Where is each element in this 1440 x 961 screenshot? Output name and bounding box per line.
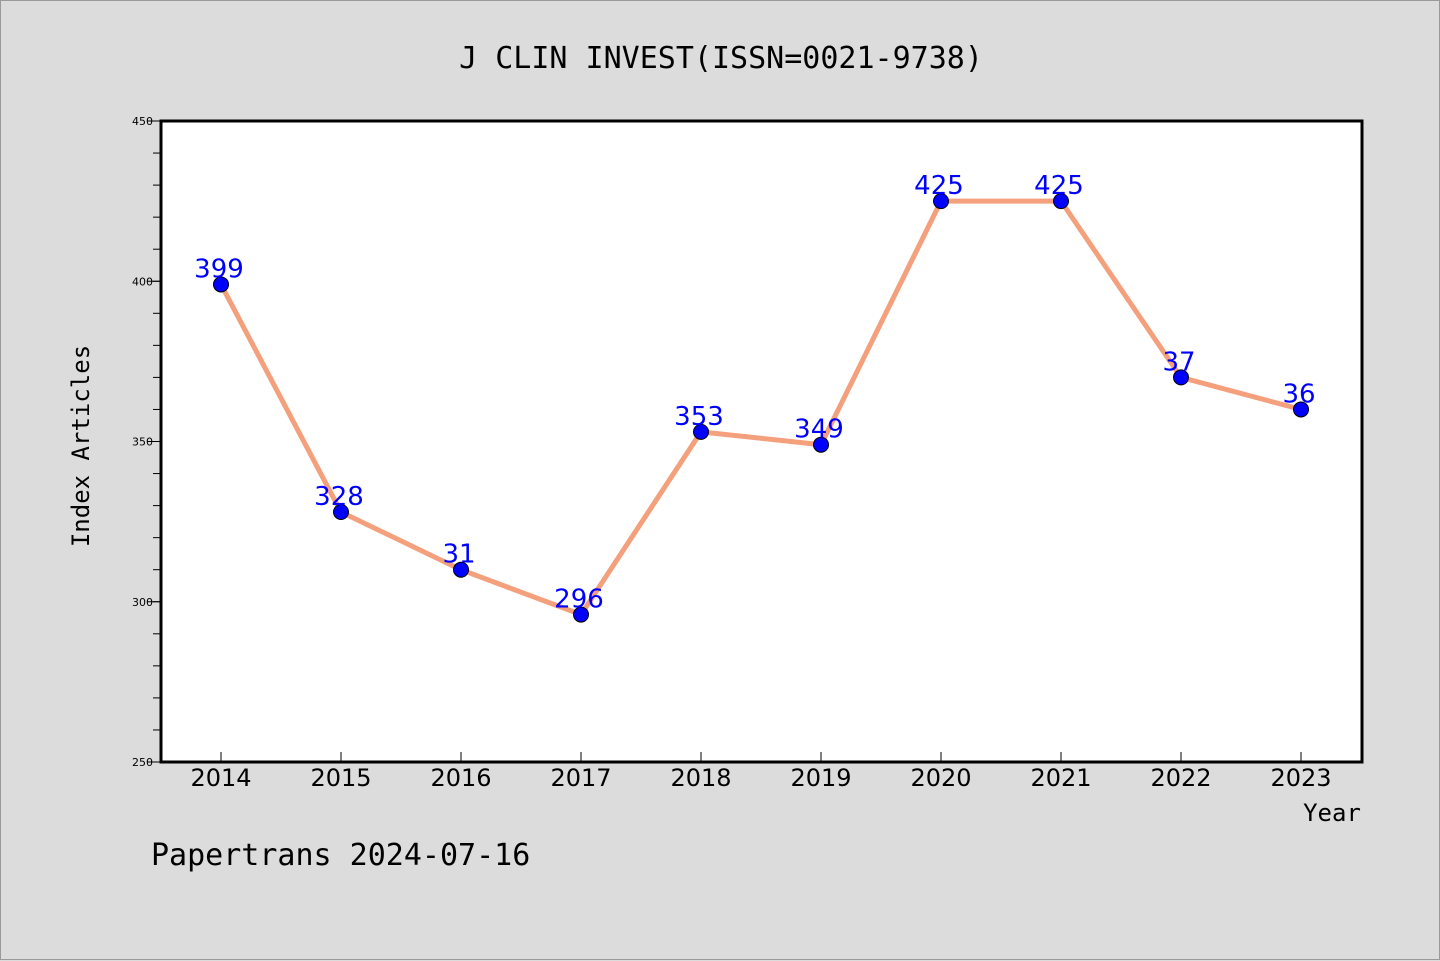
x-tick-label: 2023: [1270, 764, 1331, 792]
y-tick-label: 400: [132, 275, 153, 288]
x-tick-label: 2015: [310, 764, 371, 792]
data-markers: [213, 193, 1309, 623]
data-point: [1053, 193, 1069, 210]
x-axis-label: Year: [1303, 799, 1361, 827]
data-label: 328: [314, 482, 364, 512]
data-point: [213, 276, 229, 293]
footer-text: Papertrans 2024-07-16: [151, 838, 530, 873]
data-label: 37: [1162, 347, 1195, 377]
chart-title: J CLIN INVEST(ISSN=0021-9738): [459, 41, 983, 76]
data-point: [453, 561, 469, 578]
data-point: [573, 606, 589, 623]
data-point: [333, 504, 349, 521]
data-point: [813, 436, 829, 453]
data-label: 349: [794, 415, 844, 445]
data-label: 296: [554, 585, 604, 615]
data-point: [693, 423, 709, 440]
data-label: 425: [1034, 171, 1084, 201]
y-axis: 250 300 350 400 450: [132, 115, 161, 769]
y-tick-label: 300: [132, 596, 153, 609]
x-tick-label: 2017: [550, 764, 611, 792]
data-label: 425: [914, 171, 964, 201]
x-tick-label: 2016: [430, 764, 491, 792]
x-tick-label: 2014: [190, 764, 251, 792]
series-line: [218, 198, 1302, 618]
x-tick-label: 2018: [670, 764, 731, 792]
x-tick-label: 2021: [1030, 764, 1091, 792]
data-label: 36: [1282, 379, 1315, 409]
data-label: 31: [442, 540, 475, 570]
data-label: 353: [674, 402, 724, 432]
data-point: [1293, 401, 1309, 418]
x-tick-label: 2020: [910, 764, 971, 792]
x-tick-label: 2022: [1150, 764, 1211, 792]
y-axis-label: Index Articles: [67, 345, 95, 547]
y-tick-label: 250: [132, 756, 153, 769]
plot-area: [159, 119, 1364, 764]
data-labels: 399 328 31 296 353 349 425 425 37 36: [194, 171, 1315, 614]
y-tick-label: 450: [132, 115, 153, 128]
x-tick-label: 2019: [790, 764, 851, 792]
data-label: 399: [194, 254, 244, 284]
x-axis: 2014 2015 2016 2017 2018 2019 2020 2021 2022 2023: [190, 752, 1332, 792]
data-point: [933, 193, 949, 210]
data-point: [1173, 369, 1189, 386]
y-tick-label: 350: [132, 436, 153, 449]
